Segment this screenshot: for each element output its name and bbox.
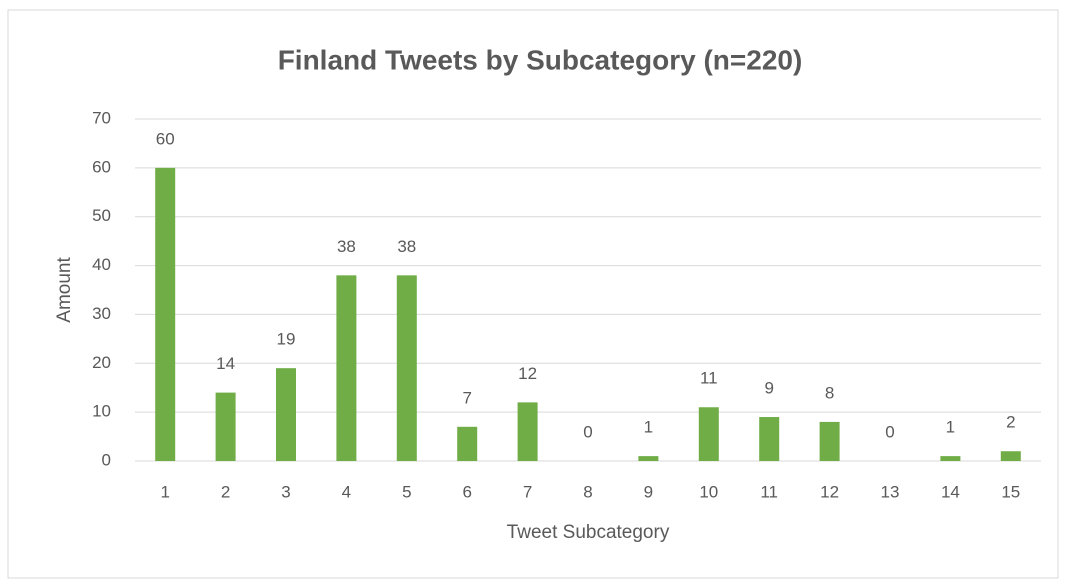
x-tick-label: 4	[342, 482, 351, 501]
data-label: 11	[700, 369, 718, 388]
bar	[759, 417, 780, 461]
x-tick-label: 8	[583, 482, 592, 501]
bar	[336, 275, 357, 461]
y-tick-label: 40	[92, 255, 111, 274]
bar	[638, 456, 659, 461]
data-label: 0	[583, 422, 592, 441]
data-label: 38	[337, 237, 356, 256]
x-tick-label: 7	[523, 482, 532, 501]
data-label: 2	[1006, 413, 1015, 432]
data-label: 9	[764, 379, 773, 398]
x-tick-label: 1	[160, 482, 169, 501]
bar	[698, 407, 719, 461]
x-tick-label: 11	[760, 482, 778, 501]
bar	[457, 426, 478, 461]
x-tick-label: 15	[1001, 482, 1020, 501]
data-label: 38	[397, 237, 416, 256]
data-label: 0	[885, 422, 894, 441]
data-label: 12	[518, 364, 537, 383]
chart-title: Finland Tweets by Subcategory (n=220)	[278, 44, 803, 75]
y-tick-label: 10	[92, 402, 111, 421]
data-label: 60	[156, 129, 175, 148]
data-label: 1	[946, 418, 955, 437]
x-tick-label: 14	[941, 482, 960, 501]
bar	[517, 402, 538, 461]
y-tick-label: 50	[92, 206, 111, 225]
x-tick-label: 10	[699, 482, 718, 501]
y-axis-title: Amount	[54, 257, 75, 323]
bar	[276, 368, 296, 461]
bar	[215, 392, 236, 461]
bar	[819, 421, 840, 461]
x-tick-label: 5	[402, 482, 411, 501]
data-label: 19	[277, 330, 296, 349]
bar	[396, 275, 417, 461]
x-tick-label: 6	[462, 482, 471, 501]
x-tick-label: 2	[221, 482, 230, 501]
chart-border	[7, 9, 1059, 579]
data-label: 14	[216, 354, 235, 373]
y-tick-label: 70	[92, 108, 111, 127]
x-tick-label: 12	[820, 482, 839, 501]
y-tick-label: 0	[102, 450, 111, 469]
y-tick-label: 20	[92, 353, 111, 372]
x-tick-label: 9	[644, 482, 653, 501]
bar	[1000, 451, 1021, 461]
x-tick-label: 3	[281, 482, 290, 501]
x-axis-title: Tweet Subcategory	[507, 522, 670, 543]
data-label: 1	[644, 418, 653, 437]
data-label: 8	[825, 383, 834, 402]
y-tick-label: 30	[92, 304, 111, 323]
data-label: 7	[462, 388, 471, 407]
y-tick-label: 60	[92, 157, 111, 176]
x-tick-label: 13	[881, 482, 900, 501]
bar	[940, 456, 961, 461]
bar	[155, 167, 176, 461]
